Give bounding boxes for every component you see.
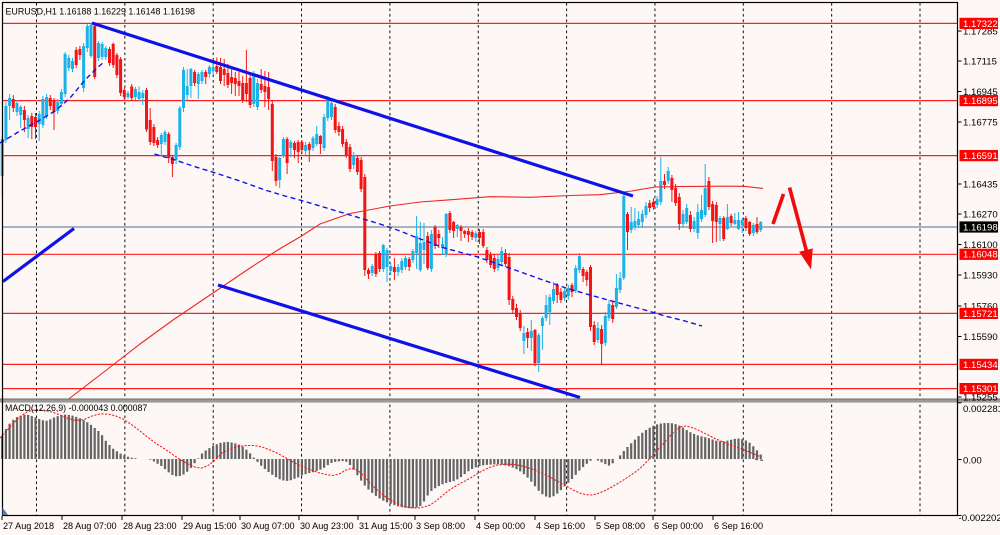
svg-text:1.16435: 1.16435: [963, 179, 998, 190]
svg-text:1.17285: 1.17285: [963, 26, 998, 37]
svg-text:EURUSD,H1 1.16188 1.16229 1.1: EURUSD,H1 1.16188 1.16229 1.16148 1.1619…: [6, 6, 196, 16]
svg-text:5 Sep 08:00: 5 Sep 08:00: [596, 521, 645, 531]
svg-text:1.16100: 1.16100: [963, 240, 998, 251]
svg-text:6 Sep 16:00: 6 Sep 16:00: [714, 521, 763, 531]
svg-text:27 Aug 2018: 27 Aug 2018: [3, 521, 54, 531]
svg-text:31 Aug 15:00: 31 Aug 15:00: [359, 521, 413, 531]
svg-text:3 Sep 08:00: 3 Sep 08:00: [416, 521, 465, 531]
svg-text:1.15434: 1.15434: [963, 360, 998, 371]
svg-text:1.15301: 1.15301: [963, 384, 998, 395]
svg-text:29 Aug 15:00: 29 Aug 15:00: [183, 521, 237, 531]
svg-text:1.16048: 1.16048: [963, 250, 998, 261]
svg-text:1.15590: 1.15590: [963, 332, 998, 343]
svg-text:1.15930: 1.15930: [963, 270, 998, 281]
svg-text:1.16895: 1.16895: [963, 96, 998, 107]
svg-text:1.16945: 1.16945: [963, 87, 998, 98]
svg-text:1.16591: 1.16591: [963, 151, 998, 162]
svg-text:1.15760: 1.15760: [963, 301, 998, 312]
svg-text:30 Aug 07:00: 30 Aug 07:00: [241, 521, 295, 531]
svg-text:1.17115: 1.17115: [963, 56, 997, 67]
svg-text:4 Sep 16:00: 4 Sep 16:00: [536, 521, 585, 531]
svg-text:1.17322: 1.17322: [963, 19, 998, 30]
svg-text:28 Aug 07:00: 28 Aug 07:00: [63, 521, 117, 531]
svg-text:0.002281: 0.002281: [963, 404, 1000, 415]
svg-text:30 Aug 23:00: 30 Aug 23:00: [300, 521, 354, 531]
svg-text:4 Sep 00:00: 4 Sep 00:00: [476, 521, 525, 531]
svg-text:1.15255: 1.15255: [963, 392, 998, 403]
svg-text:1.16775: 1.16775: [963, 117, 998, 128]
svg-text:1.16198: 1.16198: [963, 222, 998, 233]
svg-text:1.15721: 1.15721: [963, 309, 998, 320]
svg-text:6 Sep 00:00: 6 Sep 00:00: [654, 521, 703, 531]
svg-text:1.16270: 1.16270: [963, 209, 998, 220]
svg-text:MACD(12,26,9) -0.000043 0.0000: MACD(12,26,9) -0.000043 0.000087: [5, 403, 147, 413]
svg-text:-0.002202: -0.002202: [959, 513, 1000, 524]
svg-text:0.00: 0.00: [963, 455, 982, 466]
svg-text:28 Aug 23:00: 28 Aug 23:00: [123, 521, 177, 531]
